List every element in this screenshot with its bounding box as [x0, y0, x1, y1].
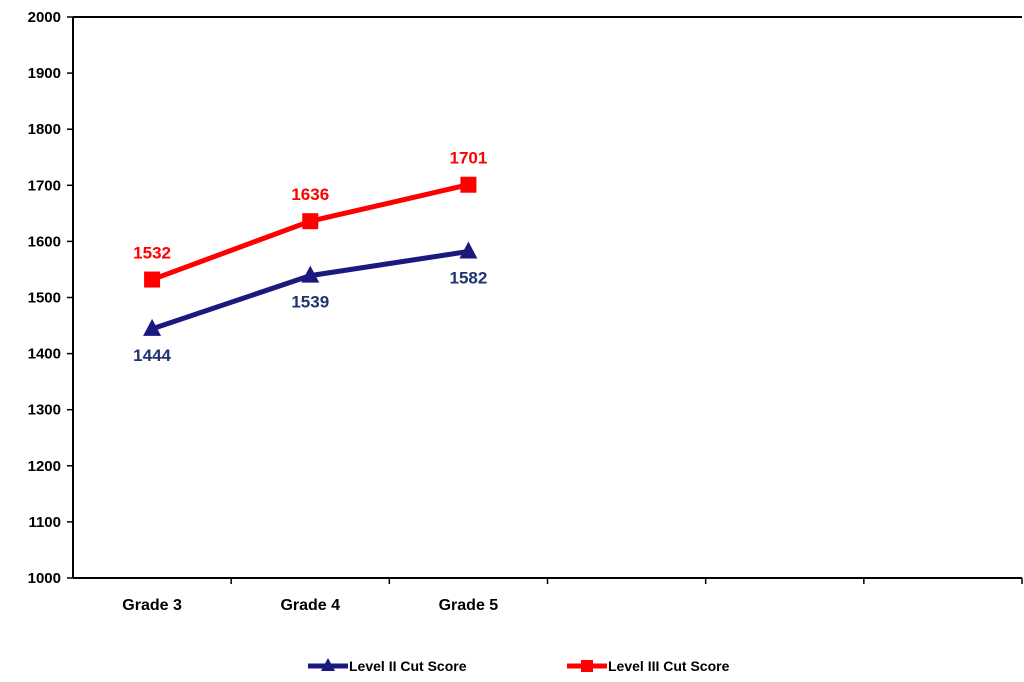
- data-label: 1532: [133, 244, 171, 263]
- legend-item-1: Level II Cut Score: [308, 658, 467, 674]
- legend-label: Level II Cut Score: [349, 658, 467, 674]
- y-tick-label: 1700: [28, 177, 61, 194]
- y-tick-label: 1800: [28, 121, 61, 138]
- series-2: 1532 1636 1701: [133, 149, 487, 288]
- data-point-triangle: [459, 241, 478, 259]
- legend-label: Level III Cut Score: [608, 658, 730, 674]
- y-tick-label: 1900: [28, 65, 61, 82]
- data-point-square: [144, 271, 161, 288]
- legend-marker-square: [581, 660, 593, 672]
- legend: Level II Cut Score Level III Cut Score: [308, 658, 730, 674]
- y-tick-label: 1300: [28, 402, 61, 419]
- x-axis-group: Grade 3 Grade 4 Grade 5: [73, 577, 1023, 614]
- y-tick-label: 1100: [28, 514, 61, 531]
- x-category-label: Grade 5: [439, 597, 499, 614]
- data-label: 1444: [133, 346, 171, 365]
- data-label: 1701: [450, 149, 488, 168]
- y-tick-label: 1200: [28, 458, 61, 475]
- data-label: 1636: [291, 185, 329, 204]
- series-1: 1444 1539 1582: [133, 241, 488, 365]
- series-group: 1444 1539 1582 1532 1636 1701: [133, 149, 487, 365]
- y-axis-group: 1000 1100 1200 1300 1400 1500 1600 1700 1800 1900…: [28, 9, 1022, 587]
- y-tick-label: 1600: [28, 233, 61, 250]
- legend-item-2: Level III Cut Score: [567, 658, 730, 674]
- y-tick-label: 1500: [28, 290, 61, 307]
- data-point-triangle: [301, 265, 320, 283]
- y-tick-label: 1400: [28, 346, 61, 363]
- data-point-triangle: [143, 318, 162, 336]
- x-category-label: Grade 4: [280, 597, 340, 614]
- data-label: 1539: [291, 293, 329, 312]
- data-label: 1582: [450, 268, 488, 287]
- data-point-square: [302, 213, 319, 230]
- y-tick-label: 2000: [28, 9, 61, 26]
- legend-marker-triangle: [321, 658, 335, 671]
- y-tick-label: 1000: [28, 570, 61, 587]
- data-point-square: [460, 176, 477, 193]
- x-category-label: Grade 3: [122, 597, 182, 614]
